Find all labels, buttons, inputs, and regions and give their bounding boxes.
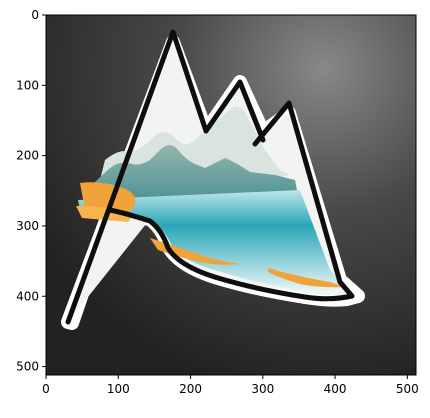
x-tick-label: 100: [107, 382, 130, 396]
x-tick-label: 300: [251, 382, 274, 396]
x-axis: 0 100 200 300 400 500: [42, 375, 419, 396]
y-tick-label: 200: [16, 149, 39, 163]
sand-left: [80, 182, 136, 213]
x-tick-label: 400: [324, 382, 347, 396]
y-tick-label: 300: [16, 219, 39, 233]
sand-bottom-right: [268, 268, 345, 288]
x-tick-label: 200: [179, 382, 202, 396]
outline: [65, 29, 355, 325]
water: [78, 190, 345, 292]
photo: [46, 15, 416, 375]
y-tick-label: 0: [31, 8, 39, 22]
y-axis: 0 100 200 300 400 500: [16, 8, 46, 374]
y-tick-label: 500: [16, 360, 39, 374]
y-tick-label: 400: [16, 289, 39, 303]
axes-frame: [45, 14, 417, 376]
x-tick-label: 500: [396, 382, 419, 396]
x-tick-label: 0: [42, 382, 50, 396]
y-tick-label: 100: [16, 78, 39, 92]
